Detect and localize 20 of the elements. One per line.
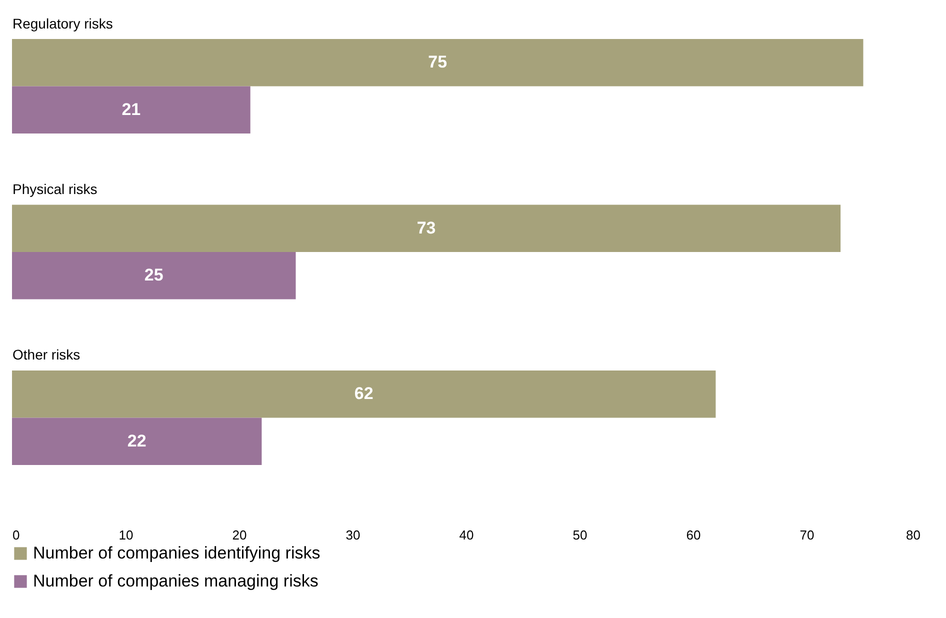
data-label: 25 xyxy=(144,266,164,285)
data-label: 75 xyxy=(428,52,448,72)
x-tick-label: 40 xyxy=(459,528,474,542)
x-tick-label: 0 xyxy=(12,528,20,542)
legend-label: Number of companies identifying risks xyxy=(33,544,320,562)
legend-label: Number of companies managing risks xyxy=(33,572,318,590)
x-tick-label: 60 xyxy=(686,528,701,542)
x-tick-label: 10 xyxy=(118,528,134,542)
y-tick-label: Other risks xyxy=(12,346,80,363)
x-tick-label: 80 xyxy=(906,528,920,542)
data-label: 21 xyxy=(122,100,141,119)
y-tick-label: Regulatory risks xyxy=(12,15,113,32)
data-label: 22 xyxy=(127,431,146,450)
x-tick-label: 20 xyxy=(232,528,247,542)
x-tick-label: 30 xyxy=(346,528,360,542)
data-label: 62 xyxy=(354,384,374,404)
y-tick-label: Physical risks xyxy=(12,181,98,197)
x-tick-label: 70 xyxy=(800,528,814,542)
x-tick-label: 50 xyxy=(572,528,588,542)
data-label: 73 xyxy=(416,218,436,238)
